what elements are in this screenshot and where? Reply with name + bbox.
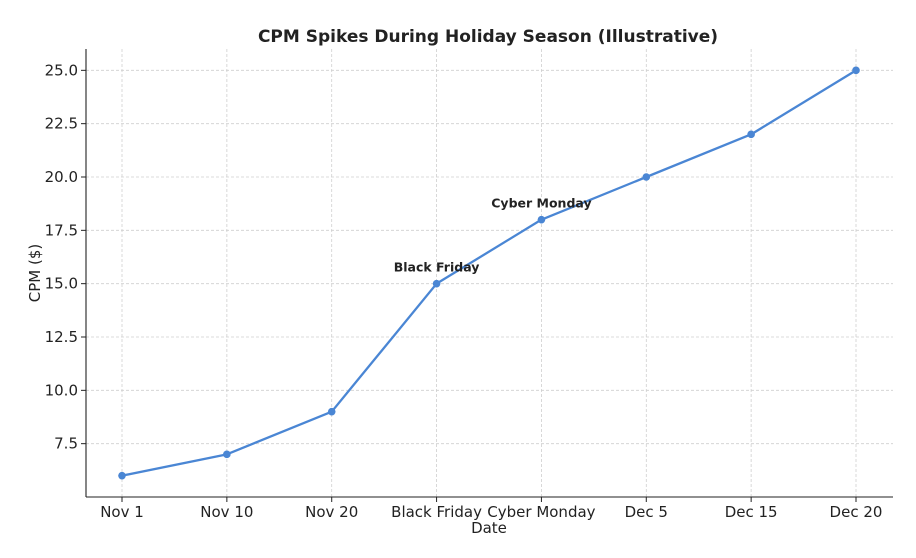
x-tick-label: Black Friday [391, 503, 482, 521]
ticks: Nov 1 Nov 10 Nov 20 Black Friday Cyber Monda… [45, 61, 883, 521]
annotations: Black Friday Cyber Monday [394, 196, 592, 275]
axes [85, 49, 893, 498]
x-tick-label: Nov 20 [305, 503, 358, 521]
data-point [223, 450, 231, 459]
grid [86, 49, 893, 497]
y-tick-label: 22.5 [45, 115, 78, 133]
data-point [118, 471, 126, 480]
data-point [432, 279, 441, 288]
x-tick-label: Nov 1 [100, 503, 144, 521]
y-tick-label: 12.5 [45, 328, 78, 346]
data-point [852, 66, 860, 75]
y-tick-label: 15.0 [45, 275, 78, 293]
x-axis-title: Date [471, 519, 507, 537]
series-line [121, 69, 857, 477]
chart-title: CPM Spikes During Holiday Season (Illust… [258, 27, 718, 47]
y-tick-label: 10.0 [45, 381, 78, 399]
data-point [747, 130, 755, 139]
y-tick-label: 25.0 [45, 61, 78, 79]
data-point [642, 173, 651, 181]
x-tick-label: Dec 20 [830, 503, 883, 521]
x-tick-label: Dec 5 [625, 503, 668, 521]
x-tick-label: Dec 15 [725, 503, 778, 521]
y-tick-label: 20.0 [45, 168, 78, 186]
x-tick-label: Cyber Monday [487, 503, 595, 521]
y-tick-label: 17.5 [45, 221, 78, 239]
series [118, 66, 860, 480]
x-tick-label: Nov 10 [200, 503, 253, 521]
y-tick-label: 7.5 [54, 435, 78, 453]
y-axis-title: CPM ($) [26, 244, 44, 302]
data-point [537, 215, 546, 224]
data-point [327, 407, 336, 416]
annotation-label: Cyber Monday [491, 196, 591, 211]
annotation-label: Black Friday [394, 260, 480, 275]
